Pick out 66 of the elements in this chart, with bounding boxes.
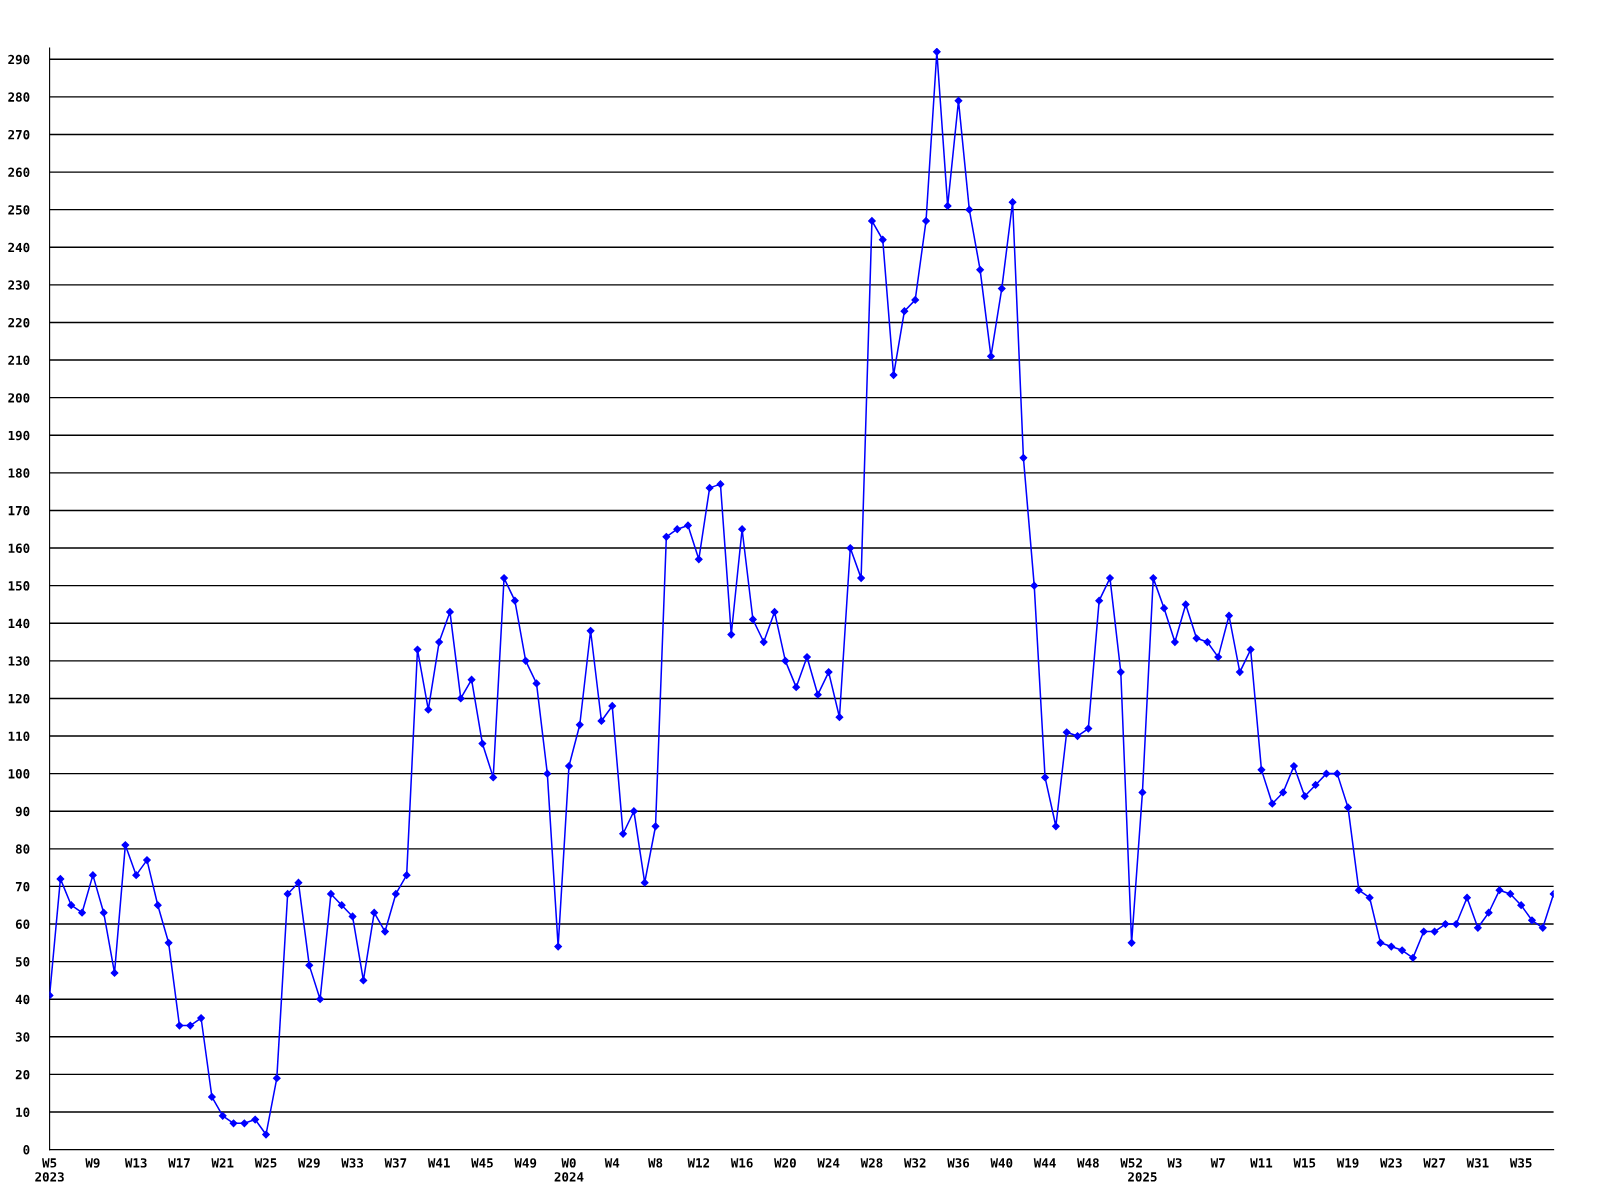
y-tick-label: 110 [8,731,30,741]
y-tick-label: 230 [8,280,30,290]
x-tick-label: W19 [1336,1158,1359,1168]
y-tick-label: 140 [8,618,30,629]
y-tick-label: 100 [8,769,30,779]
y-tick-label: 80 [15,844,30,854]
x-tick-label: W40 [990,1158,1013,1168]
y-tick-label: 50 [15,957,30,967]
x-tick-label: W17 [168,1158,190,1168]
y-tick-label: 70 [15,881,30,892]
y-tick-label: 180 [8,468,30,478]
x-tick-label: W7 [1210,1158,1225,1168]
x-tick-label: W4 [604,1158,620,1168]
x-tick-label: W45 [471,1158,493,1168]
x-tick-label: W27 [1423,1158,1445,1168]
y-tick-label: 30 [15,1032,30,1042]
x-tick-label: W20 [774,1158,796,1168]
x-tick-label: W5 2023 [35,1158,64,1182]
y-tick-label: 130 [8,656,30,666]
y-tick-label: 200 [8,393,30,403]
x-tick-label: W24 [817,1158,840,1168]
y-tick-label: 150 [8,581,30,591]
x-tick-label: W44 [1033,1158,1056,1168]
x-tick-label: W15 [1293,1158,1316,1168]
y-tick-label: 60 [15,919,30,929]
x-tick-label: W11 [1250,1158,1273,1168]
y-tick-label: 290 [8,54,30,65]
y-tick-label: 160 [8,543,30,553]
x-tick-label: W41 [427,1158,450,1168]
x-tick-label: W49 [514,1158,537,1168]
x-tick-label: W25 [254,1158,277,1168]
x-tick-label: W9 [85,1158,100,1168]
x-tick-label: W13 [124,1158,147,1168]
x-tick-label: W52 [1120,1158,1142,1168]
y-tick-label: 210 [8,355,30,365]
y-tick-label: 190 [8,430,30,441]
y-tick-label: 270 [8,129,30,140]
x-tick-label: W32 [903,1158,926,1168]
y-tick-label: 90 [15,806,30,817]
y-tick-label: 10 [16,1107,30,1117]
x-tick-label: W16 [730,1158,753,1168]
y-tick-label: 260 [8,167,30,178]
y-tick-label: 280 [8,92,30,102]
y-tick-label: 170 [8,505,30,516]
x-tick-label: W23 [1380,1158,1402,1168]
x-tick-label: W36 [947,1158,970,1168]
x-tick-label: W12 [687,1158,710,1168]
y-tick-label: 40 [15,994,30,1005]
y-tick-label: 120 [8,693,30,704]
x-tick-label: W21 [211,1158,234,1168]
x-tick-label: W29 [298,1158,320,1168]
x-tick-label: W37 [384,1158,407,1168]
x-tick-label: W0 2024 [554,1158,584,1182]
x-tick-label: W31 [1466,1158,1489,1168]
x-tick-label: W35 [1509,1158,1532,1168]
x-tick-label: W48 [1077,1158,1099,1168]
y-tick-label: 20 [15,1069,30,1080]
x-tick-label: 2025 [1128,1172,1157,1182]
y-tick-label: 0 [23,1145,30,1155]
x-tick-label: W3 [1167,1158,1182,1168]
x-tick-label: W8 [648,1158,663,1168]
y-tick-label: 250 [8,205,30,215]
y-tick-label: 220 [8,317,30,328]
y-tick-label: 240 [8,242,30,253]
x-tick-label: W33 [341,1158,364,1168]
x-tick-label: W28 [860,1158,883,1168]
